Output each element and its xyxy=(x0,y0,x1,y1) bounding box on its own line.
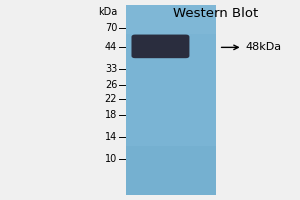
Text: 22: 22 xyxy=(105,94,117,104)
FancyBboxPatch shape xyxy=(126,146,216,195)
FancyBboxPatch shape xyxy=(126,5,216,195)
Text: 44: 44 xyxy=(105,42,117,52)
Text: 48kDa: 48kDa xyxy=(246,42,282,52)
Text: 14: 14 xyxy=(105,132,117,142)
Text: 70: 70 xyxy=(105,23,117,33)
Text: kDa: kDa xyxy=(98,7,117,17)
FancyBboxPatch shape xyxy=(131,35,189,58)
Text: 10: 10 xyxy=(105,154,117,164)
Text: 18: 18 xyxy=(105,110,117,120)
Text: 33: 33 xyxy=(105,64,117,74)
Text: 26: 26 xyxy=(105,80,117,90)
FancyBboxPatch shape xyxy=(126,5,216,34)
Text: Western Blot: Western Blot xyxy=(173,7,258,20)
